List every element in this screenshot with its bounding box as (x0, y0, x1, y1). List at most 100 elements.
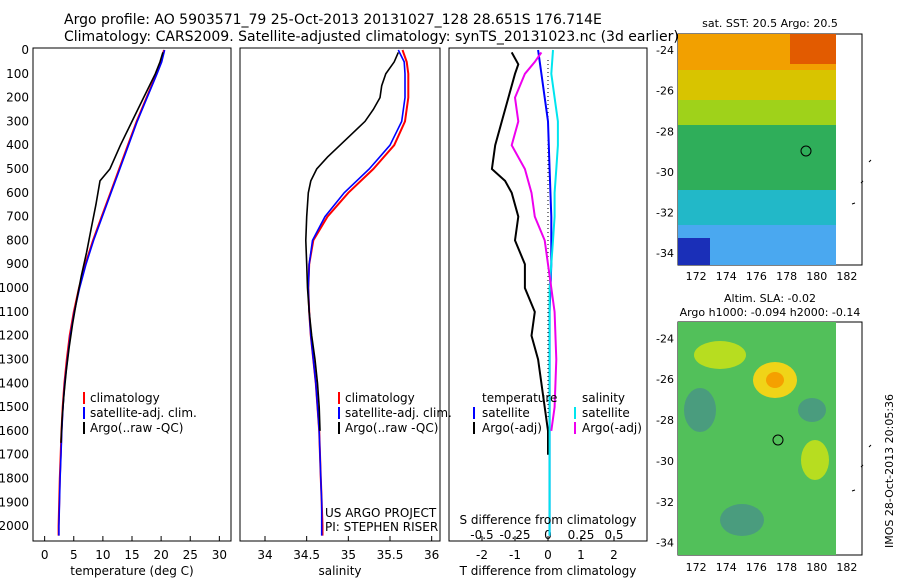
sla-map-title-1: Altim. SLA: -0.02 (724, 292, 816, 305)
depth-tick-label: 1800 (0, 471, 29, 485)
temperature-legend: climatology satellite-adj. clim. Argo(..… (83, 391, 197, 435)
depth-tick-label: 900 (6, 257, 29, 271)
depth-axis: 0 100 200 300 400 500 600 700 800 900 1000 1100 1200… (0, 43, 29, 533)
legend-label: satellite (582, 406, 630, 420)
sla-high-core (766, 372, 784, 388)
legend-title-temperature: temperature (482, 391, 557, 405)
argo-location-marker (800, 145, 812, 157)
lon-tick-label: 180 (806, 270, 827, 283)
lon-tick-label: 172 (686, 561, 707, 574)
depth-tick-label: 1300 (0, 352, 29, 366)
lat-tick-label: -26 (656, 373, 674, 386)
lat-tick-label: -24 (656, 44, 674, 57)
lat-tick-label: -30 (656, 166, 674, 179)
legend-label: satellite-adj. clim. (345, 406, 452, 420)
lat-tick-label: -30 (656, 455, 674, 468)
sla-map-title-2: Argo h1000: -0.094 h2000: -0.14 (680, 306, 861, 319)
x-axis-label-t-difference: T difference from climatology (459, 564, 637, 578)
legend-title-salinity: salinity (582, 391, 625, 405)
sst-cyan-band (678, 190, 836, 225)
depth-tick-label: 500 (6, 162, 29, 176)
lon-tick-label: 174 (716, 270, 737, 283)
credits-project: US ARGO PROJECT (325, 506, 437, 520)
legend-label: climatology (90, 391, 160, 405)
lat-tick-label: -32 (656, 206, 674, 219)
sst-lightgreen-band (678, 100, 836, 125)
lon-tick-label: 180 (806, 561, 827, 574)
lon-tick-label: 182 (836, 561, 857, 574)
lon-tick-label: 178 (776, 561, 797, 574)
island-marks (851, 159, 872, 205)
sla-high-3 (801, 440, 829, 480)
temperature-plot: 0 5 10 15 20 25 30 (41, 49, 227, 562)
x-tick-label: 35.5 (377, 548, 404, 562)
depth-tick-label: 2000 (0, 519, 29, 533)
series-line-2 (304, 52, 400, 431)
series-line-3 (510, 51, 558, 432)
depth-tick-label: 1500 (0, 400, 29, 414)
x-tick-label: 2 (610, 548, 618, 562)
x-tick-label: 15 (124, 548, 139, 562)
x-axis-label-temperature: temperature (deg C) (70, 564, 193, 578)
x-tick-label: 35 (341, 548, 356, 562)
sst-map-ticks: -24 -26 -28 -30 -32 -34 172 174 176 178 180 182 (656, 44, 857, 283)
x-tick-label: 36 (424, 548, 439, 562)
sst-map-title: sat. SST: 20.5 Argo: 20.5 (702, 17, 838, 30)
lat-tick-label: -28 (656, 414, 674, 427)
legend-label: satellite-adj. clim. (90, 406, 197, 420)
series-line-1 (58, 49, 166, 536)
x-top-tick-label: -0.25 (499, 528, 530, 542)
lat-tick-label: -28 (656, 125, 674, 138)
x-top-tick-label: -0.5 (470, 528, 493, 542)
sst-green-band (678, 125, 836, 190)
legend-label: Argo(-adj) (582, 421, 642, 435)
depth-tick-label: 100 (6, 67, 29, 81)
credits-pi: PI: STEPHEN RISER (325, 520, 438, 534)
title-line-1: Argo profile: AO 5903571_79 25-Oct-2013 … (64, 12, 602, 28)
x-tick-label: 30 (212, 548, 227, 562)
sla-low-3 (798, 398, 826, 422)
difference-legend: temperature satellite Argo(-adj) salinit… (473, 391, 642, 435)
lat-tick-label: -34 (656, 247, 674, 260)
x-tick-label: 0 (41, 548, 49, 562)
legend-label: Argo(-adj) (482, 421, 542, 435)
legend-label: Argo(..raw -QC) (90, 421, 183, 435)
depth-tick-label: 700 (6, 210, 29, 224)
title-line-2: Climatology: CARS2009. Satellite-adjuste… (64, 29, 679, 45)
legend-label: Argo(..raw -QC) (345, 421, 438, 435)
x-tick-label: 20 (153, 548, 168, 562)
depth-tick-label: 300 (6, 114, 29, 128)
series-line-1 (490, 51, 549, 455)
lon-tick-label: 174 (716, 561, 737, 574)
island-marks (851, 444, 872, 492)
depth-tick-label: 1700 (0, 448, 29, 462)
sla-high-2 (694, 341, 746, 369)
depth-tick-label: 400 (6, 138, 29, 152)
lat-tick-label: -24 (656, 332, 674, 345)
sla-low-2 (720, 504, 764, 536)
sst-deepblue-patch (678, 238, 710, 265)
lat-tick-label: -32 (656, 496, 674, 509)
depth-tick-label: 600 (6, 186, 29, 200)
series-line-1 (307, 49, 406, 536)
x-top-tick-label: 0 (544, 528, 552, 542)
series-line-0 (57, 49, 165, 536)
legend-label: satellite (482, 406, 530, 420)
sla-map (677, 321, 872, 556)
series-line-0 (307, 49, 410, 536)
lon-tick-label: 172 (686, 270, 707, 283)
lon-tick-label: 176 (746, 561, 767, 574)
sla-map-ticks: -24 -26 -28 -30 -32 -34 172 174 176 178 180 182 (656, 332, 857, 574)
x-axis-label-s-difference: S difference from climatology (460, 513, 637, 527)
sst-map (677, 33, 872, 266)
depth-tick-label: 1100 (0, 305, 29, 319)
depth-tick-label: 1000 (0, 281, 29, 295)
salinity-plot: 34 34.5 35 35.5 36 (257, 49, 439, 562)
x-top-tick-label: 0.5 (604, 528, 623, 542)
x-axis-label-salinity: salinity (318, 564, 361, 578)
series-line-2 (60, 52, 164, 443)
x-tick-label: 1 (577, 548, 585, 562)
x-tick-label: 25 (183, 548, 198, 562)
depth-tick-label: 800 (6, 233, 29, 247)
x-tick-label: 10 (95, 548, 110, 562)
